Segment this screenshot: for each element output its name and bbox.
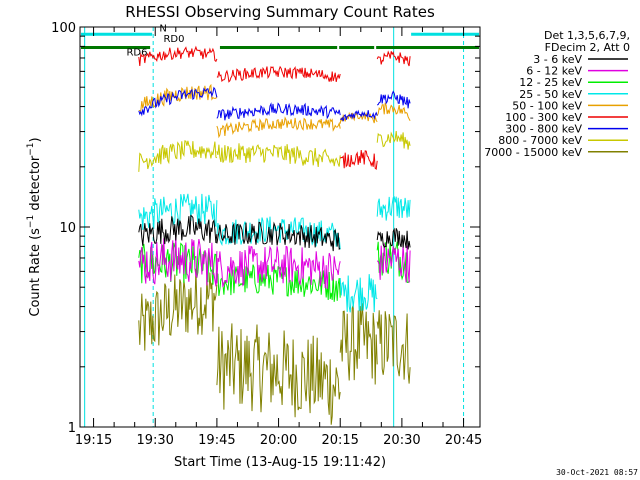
series-line <box>376 195 411 221</box>
axes: 1 10 100 19:15 19:30 19:45 20:00 20:15 20:30 20:4… <box>51 21 482 448</box>
series-line <box>376 310 411 384</box>
series-line <box>216 102 341 121</box>
series-line <box>216 116 341 139</box>
y-tick-label: 10 <box>59 221 76 236</box>
legend-label: 12 - 25 keV <box>519 76 582 89</box>
series-line <box>339 150 378 171</box>
x-tick-label: 19:30 <box>136 433 173 448</box>
flag-annotation: RD6 <box>126 48 147 59</box>
y-tick-label: 1 <box>68 421 76 436</box>
legend-label: 100 - 300 keV <box>505 111 582 124</box>
series-line <box>138 242 218 285</box>
series-line <box>376 102 411 121</box>
x-tick-label: 19:45 <box>198 433 235 448</box>
x-axis-label: Start Time (13-Aug-15 19:11:42) <box>174 455 386 470</box>
series-line <box>138 193 218 230</box>
series-line <box>216 221 341 252</box>
legend: Det 1,3,5,6,7,9, FDecim 2, Att 0 3 - 6 k… <box>484 29 630 159</box>
series-line <box>376 90 411 109</box>
chart-title: RHESSI Observing Summary Count Rates <box>125 3 435 21</box>
series-line <box>138 268 218 351</box>
series-line <box>138 86 218 117</box>
flag-annotation: N <box>159 23 166 34</box>
series-line <box>376 50 411 67</box>
series-line <box>216 245 341 290</box>
series-line <box>376 243 411 283</box>
series-line <box>216 323 341 425</box>
series-line <box>216 65 341 83</box>
y-tick-label: 100 <box>51 21 76 36</box>
x-tick-label: 20:15 <box>321 433 358 448</box>
series-line <box>138 236 218 287</box>
legend-label: 25 - 50 keV <box>519 88 582 101</box>
legend-label: 3 - 6 keV <box>533 53 582 66</box>
series-line <box>339 274 378 313</box>
x-tick-label: 20:00 <box>260 433 297 448</box>
series-line <box>138 83 218 112</box>
flag-annotation: RD0 <box>163 34 184 45</box>
y-axis-label: Count Rate (s−1 detector−1) <box>26 137 43 316</box>
legend-header-line-1: Det 1,3,5,6,7,9, <box>544 29 630 42</box>
x-tick-label: 20:45 <box>445 433 482 448</box>
legend-label: 7000 - 15000 keV <box>484 146 582 159</box>
series-line <box>339 303 378 385</box>
series-line <box>376 130 411 150</box>
series-line <box>376 227 411 250</box>
legend-label: 50 - 100 keV <box>512 99 582 112</box>
series-line <box>216 143 341 168</box>
series-line <box>138 214 218 246</box>
series-line <box>138 45 218 66</box>
footer-date: 30-Oct-2021 08:57 <box>556 468 638 477</box>
legend-header-line-2: FDecim 2, Att 0 <box>545 41 630 54</box>
series-line <box>138 140 218 172</box>
x-tick-label: 20:30 <box>383 433 420 448</box>
legend-label: 6 - 12 keV <box>526 65 582 78</box>
series-line <box>339 109 378 122</box>
x-tick-label: 19:15 <box>75 433 112 448</box>
legend-label: 300 - 800 keV <box>505 123 582 136</box>
legend-label: 800 - 7000 keV <box>498 134 582 147</box>
